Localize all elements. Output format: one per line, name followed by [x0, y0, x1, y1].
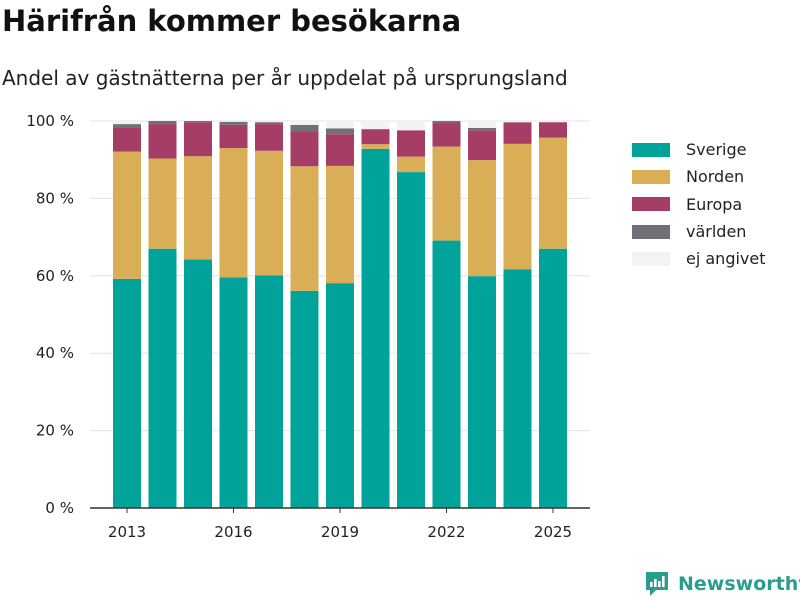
bar-segment: [539, 122, 567, 138]
x-tick-label: 2016: [214, 523, 252, 541]
x-tick-label: 2013: [108, 523, 146, 541]
legend-item: ej angivet: [632, 245, 766, 272]
legend-label: Europa: [686, 194, 743, 214]
bar-segment: [468, 121, 496, 128]
legend-swatch: [632, 169, 670, 184]
bar-segment: [361, 129, 390, 145]
legend-item: Europa: [632, 191, 766, 218]
bar-segment: [326, 128, 354, 135]
bar-segment: [113, 151, 141, 279]
bar-segment: [219, 124, 248, 149]
bar-segment: [432, 240, 461, 508]
y-tick-label: 100 %: [26, 112, 74, 130]
y-tick-label: 0 %: [45, 499, 74, 517]
legend-item: världen: [632, 218, 766, 245]
bar-segment: [113, 127, 141, 152]
bar-segment: [361, 121, 390, 130]
bar-segment: [468, 127, 496, 131]
bar-segment: [326, 165, 354, 284]
bar-segment: [219, 121, 248, 122]
bar-segment: [468, 160, 496, 277]
bar-segment: [503, 121, 532, 123]
legend-label: Norden: [686, 167, 745, 187]
bar-segment: [184, 156, 212, 260]
bar-segment: [503, 143, 532, 270]
bar-segment: [468, 130, 496, 161]
bar-segment: [290, 290, 319, 508]
brand-name: Newsworthy: [678, 573, 800, 595]
bar-segment: [503, 122, 532, 144]
chart-title: Härifrån kommer besökarna: [2, 4, 462, 38]
brand-logo: Newsworthy: [644, 570, 800, 598]
y-tick-label: 60 %: [36, 267, 74, 285]
bar-segment: [397, 121, 425, 131]
bar-segment: [397, 130, 425, 157]
bar-segment: [219, 277, 248, 508]
bar-segment: [184, 121, 212, 123]
bar-segment: [219, 148, 248, 278]
legend-label: världen: [686, 222, 747, 242]
bar-segment: [113, 278, 141, 508]
bar-segment: [468, 276, 496, 508]
bar-segment: [397, 156, 425, 173]
legend-label: Sverige: [686, 140, 747, 160]
bar-segment: [539, 137, 567, 249]
bar-segment: [184, 259, 212, 508]
bar-segment: [539, 121, 567, 123]
x-tick-label: 2025: [534, 523, 572, 541]
bar-segment: [148, 248, 177, 508]
bar-segment: [432, 121, 461, 123]
chart-subtitle: Andel av gästnätterna per år uppdelat på…: [2, 66, 568, 90]
legend-swatch: [632, 224, 670, 239]
legend-swatch: [632, 142, 670, 157]
chart-legend: Sverige Norden Europa världen ej angivet: [632, 136, 766, 272]
bar-segment: [326, 121, 354, 129]
bar-segment: [184, 122, 212, 157]
bar-segment: [326, 134, 354, 166]
y-tick-label: 40 %: [36, 344, 74, 362]
bar-segment: [255, 124, 283, 151]
bar-segment: [113, 121, 141, 125]
legend-swatch: [632, 251, 670, 266]
bar-segment: [432, 146, 461, 241]
bar-segment: [255, 150, 283, 276]
bar-segment: [113, 124, 141, 128]
bar-segment: [148, 158, 177, 249]
bar-segment: [148, 124, 177, 159]
legend-swatch: [632, 197, 670, 212]
bar-segment: [255, 122, 283, 125]
legend-item: Norden: [632, 163, 766, 190]
bar-segment: [290, 121, 319, 125]
x-tick-label: 2022: [427, 523, 465, 541]
y-tick-label: 20 %: [36, 422, 74, 440]
bar-segment: [539, 248, 567, 508]
y-tick-label: 80 %: [36, 189, 74, 207]
x-tick-label: 2019: [321, 523, 359, 541]
legend-item: Sverige: [632, 136, 766, 163]
bar-segment: [503, 269, 532, 508]
legend-label: ej angivet: [686, 249, 766, 269]
bar-segment: [219, 121, 248, 125]
bar-segment: [290, 166, 319, 291]
newsworthy-logo-icon: [646, 572, 668, 596]
bar-segment: [397, 172, 425, 509]
bar-segment: [361, 148, 390, 508]
bar-segment: [255, 275, 283, 508]
bar-segment: [148, 121, 177, 125]
bar-segment: [361, 144, 390, 149]
bar-segment: [432, 122, 461, 147]
bar-segment: [290, 124, 319, 132]
bar-segment: [326, 283, 354, 508]
bar-segment: [290, 131, 319, 167]
bar-segment: [255, 121, 283, 123]
